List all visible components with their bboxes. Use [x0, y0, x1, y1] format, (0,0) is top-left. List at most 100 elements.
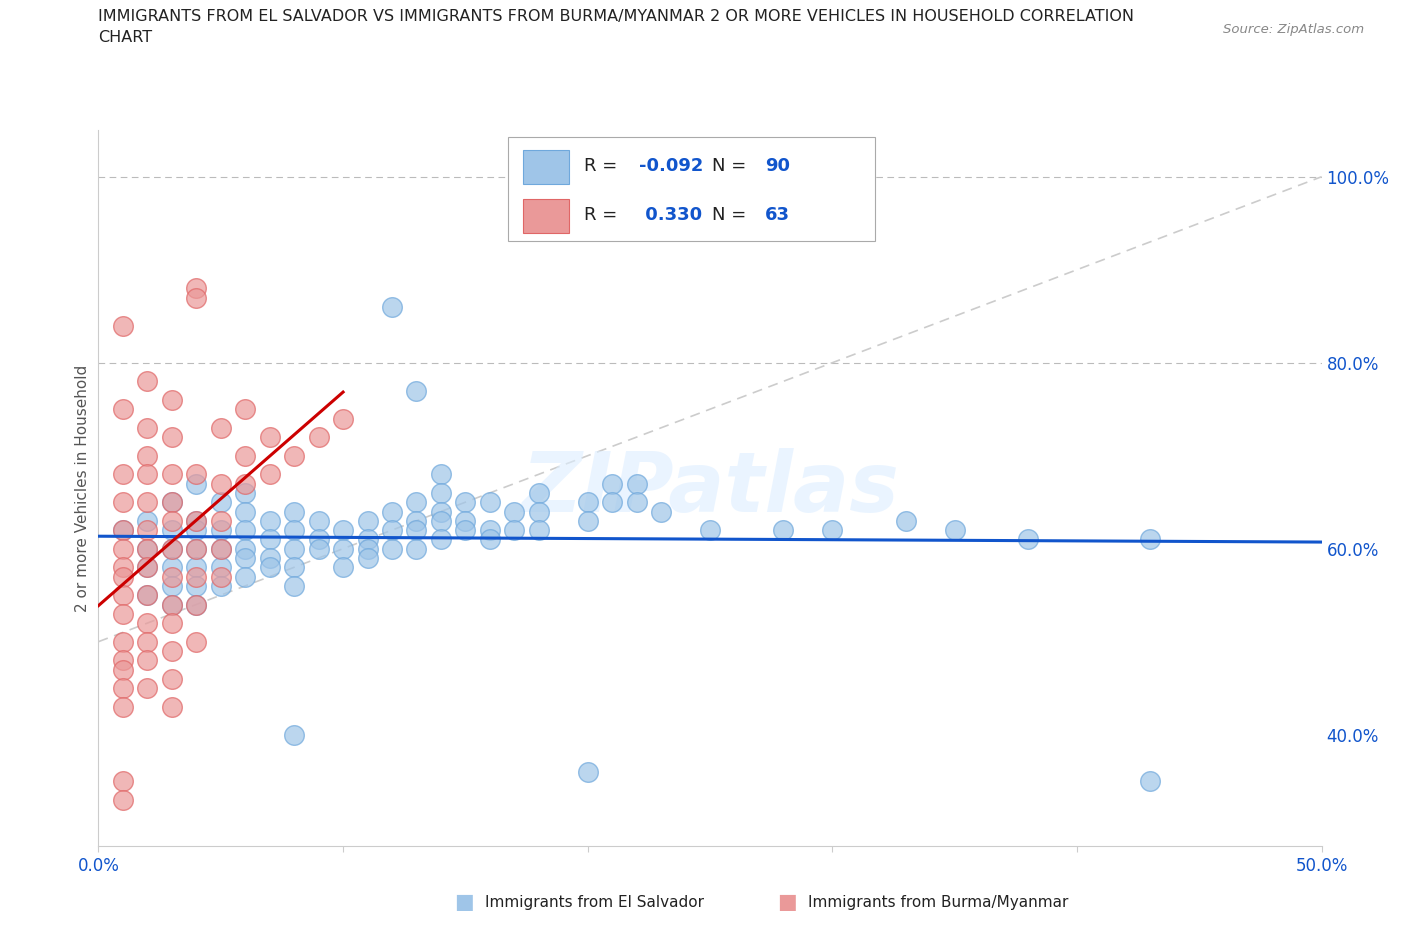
Point — [160, 541, 183, 556]
Point — [136, 588, 159, 603]
Point — [160, 523, 183, 538]
Point — [233, 402, 256, 417]
Point — [111, 560, 134, 575]
Text: N =: N = — [713, 157, 752, 176]
Point — [943, 523, 966, 538]
Point — [478, 532, 501, 547]
Point — [136, 513, 159, 528]
Point — [894, 513, 917, 528]
Text: ■: ■ — [454, 892, 474, 912]
Point — [503, 523, 526, 538]
Text: ZIPatlas: ZIPatlas — [522, 447, 898, 529]
FancyBboxPatch shape — [523, 198, 569, 232]
Point — [186, 281, 208, 296]
Point — [430, 532, 453, 547]
Point — [527, 504, 550, 519]
Point — [356, 513, 378, 528]
Point — [160, 495, 183, 510]
Point — [454, 495, 477, 510]
Point — [111, 467, 134, 482]
Point — [186, 476, 208, 491]
Point — [576, 513, 599, 528]
Point — [160, 597, 183, 612]
Point — [160, 671, 183, 686]
Point — [160, 644, 183, 658]
Point — [160, 699, 183, 714]
Text: R =: R = — [583, 157, 623, 176]
Point — [356, 532, 378, 547]
Point — [186, 541, 208, 556]
Point — [136, 523, 159, 538]
Point — [111, 569, 134, 584]
Point — [186, 634, 208, 649]
Point — [600, 476, 623, 491]
Point — [283, 541, 305, 556]
Text: ■: ■ — [778, 892, 797, 912]
Point — [405, 541, 427, 556]
Point — [111, 523, 134, 538]
Point — [233, 569, 256, 584]
Text: 0.330: 0.330 — [640, 206, 702, 224]
Point — [527, 523, 550, 538]
Point — [576, 495, 599, 510]
Point — [478, 523, 501, 538]
Point — [259, 467, 281, 482]
Point — [136, 374, 159, 389]
Point — [111, 662, 134, 677]
Point — [259, 430, 281, 445]
Point — [111, 634, 134, 649]
Text: Immigrants from El Salvador: Immigrants from El Salvador — [485, 895, 704, 910]
Point — [405, 495, 427, 510]
Point — [136, 588, 159, 603]
Point — [821, 523, 844, 538]
Point — [209, 560, 232, 575]
Point — [233, 504, 256, 519]
Point — [111, 318, 134, 333]
Point — [283, 523, 305, 538]
Point — [186, 290, 208, 305]
Point — [454, 523, 477, 538]
Point — [381, 523, 404, 538]
Point — [209, 513, 232, 528]
Point — [308, 532, 330, 547]
FancyBboxPatch shape — [523, 150, 569, 184]
Point — [259, 551, 281, 565]
Point — [600, 495, 623, 510]
Point — [111, 523, 134, 538]
Point — [332, 560, 354, 575]
Point — [1139, 532, 1161, 547]
Text: IMMIGRANTS FROM EL SALVADOR VS IMMIGRANTS FROM BURMA/MYANMAR 2 OR MORE VEHICLES : IMMIGRANTS FROM EL SALVADOR VS IMMIGRANT… — [98, 9, 1135, 24]
Point — [233, 551, 256, 565]
Point — [186, 523, 208, 538]
Point — [136, 448, 159, 463]
Point — [186, 597, 208, 612]
Point — [233, 448, 256, 463]
Point — [381, 299, 404, 314]
Text: Immigrants from Burma/Myanmar: Immigrants from Burma/Myanmar — [808, 895, 1069, 910]
Point — [160, 392, 183, 407]
Point — [233, 476, 256, 491]
Point — [356, 541, 378, 556]
Point — [405, 383, 427, 398]
Point — [186, 597, 208, 612]
Text: 63: 63 — [765, 206, 790, 224]
Point — [209, 541, 232, 556]
Point — [332, 523, 354, 538]
Point — [430, 467, 453, 482]
Point — [308, 541, 330, 556]
Point — [111, 699, 134, 714]
Point — [186, 467, 208, 482]
Point — [430, 513, 453, 528]
Point — [111, 653, 134, 668]
Point — [136, 634, 159, 649]
Point — [405, 513, 427, 528]
Point — [308, 430, 330, 445]
Point — [405, 523, 427, 538]
Point — [259, 560, 281, 575]
Point — [626, 476, 648, 491]
Point — [186, 578, 208, 593]
Point — [186, 560, 208, 575]
Point — [650, 504, 672, 519]
Point — [136, 560, 159, 575]
Point — [209, 578, 232, 593]
